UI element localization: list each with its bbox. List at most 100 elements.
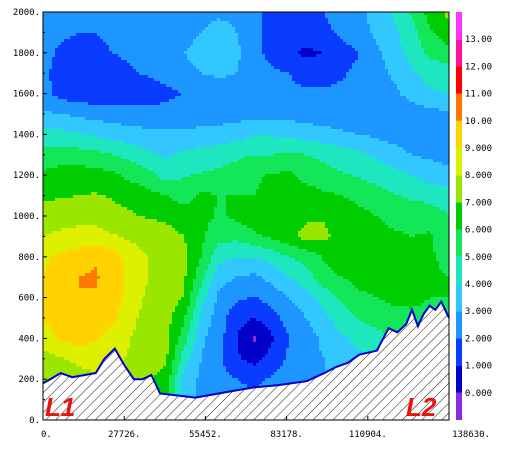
contour-cell [178, 30, 182, 34]
contour-cell [73, 27, 77, 31]
contour-cell [61, 33, 65, 37]
contour-cell [241, 69, 245, 73]
contour-cell [307, 63, 311, 67]
contour-cell [352, 24, 356, 28]
contour-cell [412, 48, 416, 52]
contour-cell [349, 27, 353, 31]
contour-cell [322, 57, 326, 61]
contour-cell [445, 12, 449, 16]
contour-cell [232, 21, 236, 25]
contour-cell [205, 12, 209, 16]
contour-cell [382, 33, 386, 37]
contour-cell [355, 78, 359, 82]
contour-cell [379, 21, 383, 25]
contour-cell [175, 51, 179, 55]
contour-cell [262, 39, 266, 43]
contour-cell [307, 51, 311, 55]
contour-cell [223, 30, 227, 34]
contour-cell [163, 27, 167, 31]
contour-cell [133, 57, 137, 61]
contour-cell [181, 63, 185, 67]
contour-cell [283, 15, 287, 19]
contour-cell [289, 75, 293, 79]
contour-cell [190, 21, 194, 25]
contour-cell [283, 81, 287, 85]
contour-cell [58, 51, 62, 55]
contour-cell [412, 75, 416, 79]
contour-cell [193, 57, 197, 61]
contour-cell [235, 12, 239, 16]
contour-cell [46, 30, 50, 34]
contour-cell [151, 48, 155, 52]
contour-cell [307, 57, 311, 61]
contour-cell [202, 45, 206, 49]
contour-cell [205, 66, 209, 70]
contour-cell [106, 84, 110, 88]
contour-cell [109, 57, 113, 61]
contour-cell [121, 81, 125, 85]
contour-cell [133, 30, 137, 34]
contour-cell [124, 33, 128, 37]
contour-cell [346, 87, 350, 91]
contour-cell [358, 81, 362, 85]
contour-cell [442, 48, 446, 52]
contour-cell [271, 18, 275, 22]
contour-cell [229, 48, 233, 52]
contour-cell [406, 18, 410, 22]
contour-cell [247, 81, 251, 85]
contour-cell [373, 18, 377, 22]
contour-cell [406, 21, 410, 25]
contour-cell [157, 66, 161, 70]
contour-cell [91, 42, 95, 46]
contour-cell [238, 39, 242, 43]
contour-cell [439, 78, 443, 82]
contour-cell [304, 36, 308, 40]
contour-cell [112, 66, 116, 70]
contour-cell [115, 33, 119, 37]
contour-cell [52, 54, 56, 58]
contour-cell [100, 60, 104, 64]
contour-cell [322, 87, 326, 91]
contour-cell [367, 66, 371, 70]
contour-cell [151, 39, 155, 43]
contour-cell [109, 18, 113, 22]
contour-cell [373, 27, 377, 31]
contour-cell [322, 51, 326, 55]
contour-cell [94, 39, 98, 43]
contour-cell [388, 78, 392, 82]
contour-cell [91, 24, 95, 28]
contour-cell [163, 30, 167, 34]
contour-cell [202, 54, 206, 58]
contour-cell [367, 57, 371, 61]
contour-cell [382, 69, 386, 73]
contour-cell [106, 18, 110, 22]
contour-cell [283, 63, 287, 67]
contour-cell [259, 84, 263, 88]
contour-cell [286, 57, 290, 61]
contour-cell [94, 87, 98, 91]
contour-cell [328, 45, 332, 49]
contour-cell [328, 54, 332, 58]
contour-cell [58, 27, 62, 31]
contour-cell [235, 24, 239, 28]
contour-cell [355, 36, 359, 40]
contour-cell [256, 21, 260, 25]
contour-cell [46, 78, 50, 82]
contour-cell [184, 54, 188, 58]
contour-cell [385, 36, 389, 40]
contour-cell [229, 18, 233, 22]
contour-cell [190, 15, 194, 19]
contour-cell [148, 75, 152, 79]
contour-cell [46, 24, 50, 28]
contour-cell [139, 30, 143, 34]
contour-cell [250, 15, 254, 19]
contour-cell [163, 45, 167, 49]
contour-cell [328, 30, 332, 34]
contour-cell [364, 12, 368, 16]
contour-cell [283, 12, 287, 16]
contour-cell [163, 15, 167, 19]
contour-cell [349, 60, 353, 64]
contour-cell [337, 18, 341, 22]
contour-cell [220, 39, 224, 43]
contour-cell [379, 54, 383, 58]
